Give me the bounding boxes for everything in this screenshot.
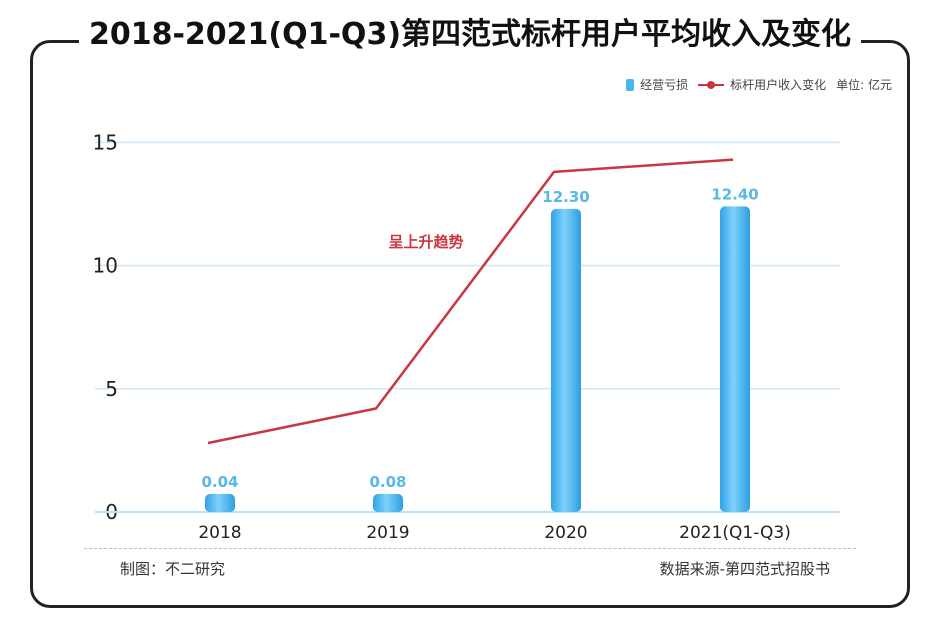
y-tick-label: 10 [93,254,118,278]
footer-source: 数据来源-第四范式招股书 [659,560,830,578]
title-wrap: 2018-2021(Q1-Q3)第四范式标杆用户平均收入及变化 [0,10,940,60]
x-tick-label: 2019 [366,523,409,543]
legend-bar-label: 经营亏损 [640,78,689,92]
legend-item-bar: 经营亏损 [626,76,688,93]
bar-value-label: 12.30 [542,188,589,206]
bar [205,494,235,512]
x-tick-label: 2020 [544,523,587,543]
legend: 经营亏损 标杆用户收入变化 单位: 亿元 [626,76,892,93]
line-series [207,158,734,445]
bar [720,206,750,512]
y-tick-label: 15 [93,130,118,154]
legend-unit: 单位: 亿元 [836,78,892,92]
chart-title: 2018-2021(Q1-Q3)第四范式标杆用户平均收入及变化 [78,10,862,60]
x-tick-label: 2018 [198,523,241,543]
bar [373,494,403,512]
legend-item-line: 标杆用户收入变化 [698,76,826,93]
bar-value-label: 12.40 [711,185,758,203]
bar-value-label: 0.04 [201,473,238,491]
bar-value-label: 0.08 [369,473,406,491]
legend-bar-swatch [626,78,635,91]
trend-annotation: 呈上升趋势 [388,233,463,251]
x-tick-label: 2021(Q1-Q3) [679,523,791,543]
bar [551,208,581,513]
footer-credit: 制图：不二研究 [120,560,226,578]
y-tick-label: 5 [105,377,118,401]
legend-line-swatch [698,80,725,89]
footer-divider [84,548,856,549]
legend-line-label: 标杆用户收入变化 [730,78,827,92]
